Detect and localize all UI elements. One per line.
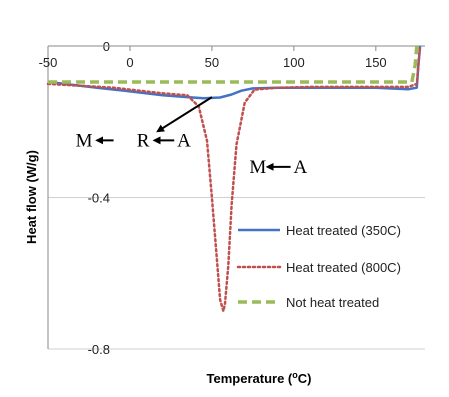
x-tick-label: -50: [39, 55, 58, 70]
annotations: M R A M A: [76, 96, 308, 178]
y-axis-title: Heat flow (W/g): [24, 150, 39, 244]
annotation-label: A: [177, 130, 191, 151]
legend-label: Heat treated (350C): [286, 223, 401, 238]
legend: Heat treated (350C) Heat treated (800C) No…: [236, 223, 401, 310]
annotation-label: R: [137, 130, 150, 151]
annotation-arrow: [156, 96, 213, 133]
series-lines: [46, 44, 422, 313]
annotation-label: A: [294, 157, 308, 178]
series-line: [48, 45, 419, 84]
gridlines: [48, 197, 425, 350]
y-tick-label: -0.4: [88, 191, 110, 206]
annotation-label: M: [249, 157, 266, 178]
x-axis-title: Temperature (oC): [207, 370, 312, 386]
series-line: [47, 45, 422, 100]
x-tick-label: 100: [283, 55, 305, 70]
legend-label: Not heat treated: [286, 295, 379, 310]
y-tick-label: -0.8: [88, 342, 110, 357]
x-tick-label: 150: [365, 55, 387, 70]
annotation-label: M: [76, 130, 93, 151]
x-tick-label: 50: [205, 55, 219, 70]
series-line: [46, 44, 422, 313]
x-tick-label: 0: [126, 55, 133, 70]
legend-label: Heat treated (800C): [286, 260, 401, 275]
